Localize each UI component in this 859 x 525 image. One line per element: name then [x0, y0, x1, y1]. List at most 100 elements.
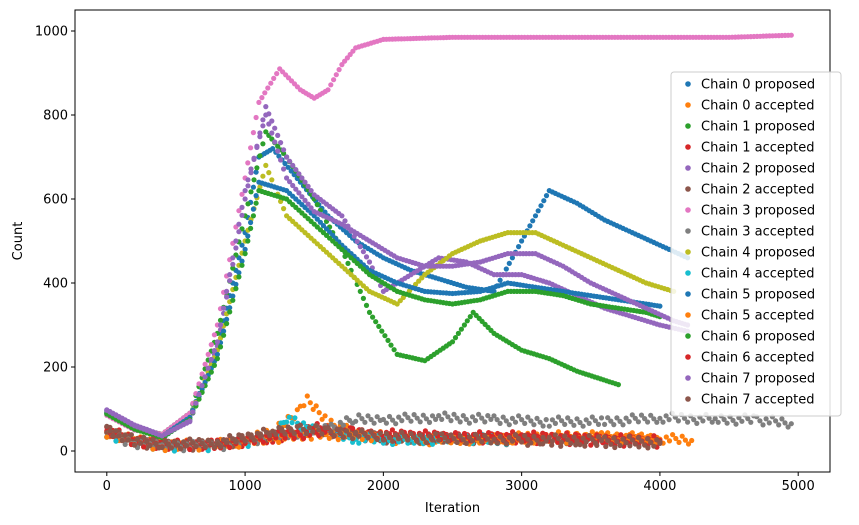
data-point — [224, 321, 230, 327]
data-point — [559, 439, 565, 445]
data-point — [588, 442, 594, 448]
data-point — [275, 148, 281, 154]
data-point — [423, 440, 429, 446]
data-point — [245, 238, 251, 244]
data-point — [150, 446, 156, 452]
data-point — [317, 219, 323, 225]
data-point — [362, 431, 368, 437]
y-tick-label: 400 — [43, 277, 68, 292]
legend-marker — [685, 186, 691, 192]
data-point — [555, 435, 562, 442]
data-point — [248, 170, 254, 176]
data-point — [239, 212, 245, 218]
data-point — [308, 205, 314, 211]
data-point — [356, 412, 362, 418]
data-point — [297, 422, 303, 428]
data-point — [399, 429, 405, 435]
x-axis: 0 1000 2000 3000 4000 5000 — [103, 472, 815, 494]
data-point — [313, 423, 319, 429]
data-point — [193, 443, 199, 449]
data-point — [107, 428, 113, 434]
data-point — [248, 189, 254, 195]
data-point — [316, 410, 322, 416]
data-point — [359, 427, 365, 433]
legend-entry: Chain 7 accepted — [701, 393, 815, 408]
data-point — [396, 436, 402, 442]
data-point — [325, 424, 331, 431]
data-point — [623, 415, 629, 421]
data-point — [706, 415, 712, 421]
data-point — [612, 444, 618, 451]
data-point — [134, 436, 141, 442]
data-point — [543, 417, 549, 423]
data-point — [274, 71, 280, 77]
data-point — [293, 167, 299, 173]
data-point — [159, 444, 165, 451]
plot-marks — [104, 32, 794, 454]
data-point — [287, 158, 293, 164]
data-point — [436, 437, 442, 443]
data-point — [423, 416, 429, 422]
data-point — [168, 445, 174, 451]
data-point — [359, 436, 365, 442]
data-point — [497, 277, 503, 283]
x-axis-label: Iteration — [425, 501, 480, 516]
legend-entry: Chain 5 accepted — [701, 309, 815, 324]
data-point — [162, 438, 168, 444]
data-point — [552, 420, 559, 426]
data-point — [374, 414, 380, 420]
data-point — [516, 244, 522, 250]
data-point — [608, 441, 614, 447]
data-point — [313, 403, 319, 409]
legend-entry: Chain 4 accepted — [701, 267, 815, 282]
data-point — [776, 422, 782, 428]
data-point — [307, 424, 313, 431]
data-point — [691, 417, 697, 423]
data-point — [408, 431, 414, 437]
data-point — [227, 444, 233, 451]
data-point — [371, 433, 377, 439]
data-point — [712, 416, 718, 422]
data-point — [632, 441, 638, 447]
data-point — [208, 342, 214, 348]
data-point — [638, 438, 645, 444]
data-point — [368, 416, 374, 423]
data-point — [516, 435, 522, 441]
data-point — [217, 322, 224, 328]
data-point — [482, 419, 488, 425]
data-point — [224, 440, 230, 446]
data-point — [211, 444, 217, 450]
data-point — [651, 433, 657, 439]
data-point — [230, 265, 236, 271]
data-point — [113, 428, 119, 434]
data-point — [785, 424, 791, 430]
data-point — [281, 206, 287, 212]
data-point — [230, 293, 236, 299]
data-point — [549, 438, 556, 444]
data-point — [307, 400, 313, 406]
x-tick-label: 3000 — [505, 479, 538, 494]
data-point — [239, 191, 245, 197]
data-point — [385, 337, 391, 343]
data-point — [555, 414, 562, 420]
data-point — [574, 438, 580, 444]
data-point — [380, 416, 386, 423]
data-point — [233, 238, 239, 244]
data-point — [187, 418, 193, 424]
data-point — [125, 437, 131, 443]
legend-entry: Chain 6 proposed — [701, 330, 815, 345]
data-point — [359, 416, 365, 422]
data-point — [282, 435, 288, 441]
data-point — [184, 443, 190, 449]
data-point — [620, 422, 626, 428]
data-point — [382, 333, 388, 339]
data-point — [433, 431, 439, 437]
data-point — [214, 339, 220, 345]
data-point — [302, 197, 308, 203]
data-point — [497, 420, 503, 426]
data-point — [390, 417, 396, 423]
data-point — [377, 430, 383, 436]
data-point — [485, 436, 491, 442]
data-point — [342, 218, 348, 224]
data-point — [452, 430, 459, 436]
